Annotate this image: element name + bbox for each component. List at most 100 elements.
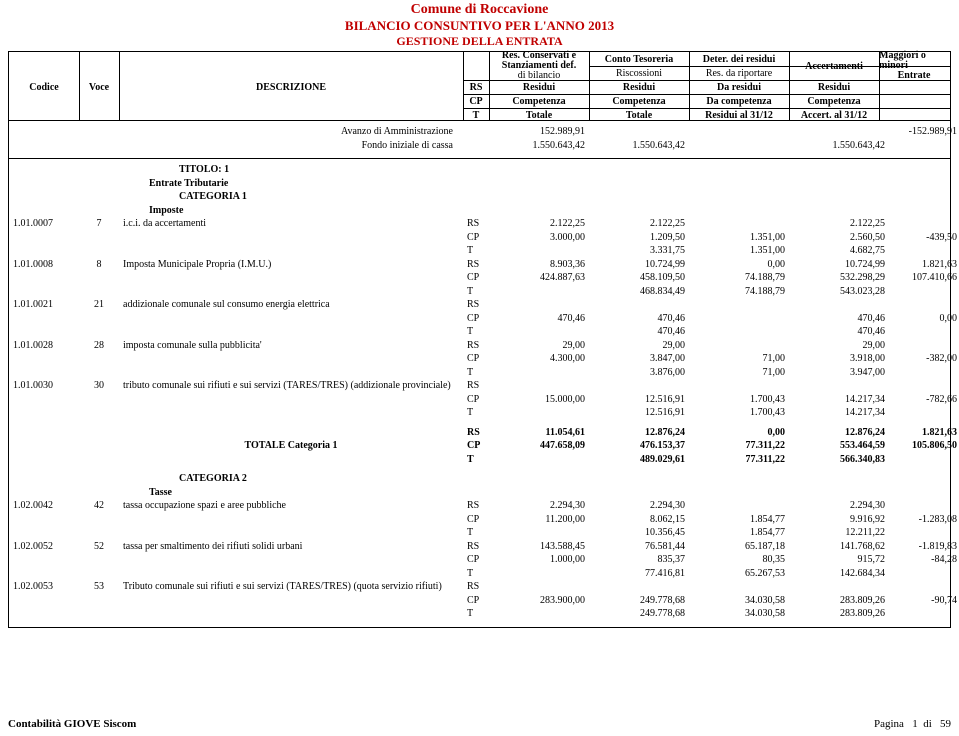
value-cell: 835,37 xyxy=(589,553,689,567)
value-cell xyxy=(589,379,689,393)
value-cell: 12.876,24 xyxy=(789,426,889,440)
value-cell xyxy=(489,285,589,299)
voce-cell xyxy=(79,244,119,258)
hdr-cp: CP xyxy=(463,94,489,108)
value-cell: 8.903,36 xyxy=(489,258,589,272)
value-cell: 1.000,00 xyxy=(489,553,589,567)
table-row: 1.01.003030tributo comunale sui rifiuti … xyxy=(9,379,950,393)
comune-title: Comune di Roccavione xyxy=(0,2,959,18)
value-cell xyxy=(889,366,959,380)
value-cell xyxy=(489,526,589,540)
value-cell xyxy=(889,499,959,513)
type-cell: RS xyxy=(463,540,489,554)
main-box: TITOLO: 1 Entrate Tributarie CATEGORIA 1… xyxy=(8,159,951,628)
table-row: CP283.900,00249.778,6834.030,58283.809,2… xyxy=(9,594,950,608)
page-footer: Contabilità GIOVE Siscom Pagina 1 di 59 xyxy=(8,718,951,730)
value-cell: 2.122,25 xyxy=(489,217,589,231)
value-cell xyxy=(789,580,889,594)
value-cell: 9.916,92 xyxy=(789,513,889,527)
desc-cell: imposta comunale sulla pubblicita' xyxy=(119,339,463,353)
value-cell: 1.351,00 xyxy=(689,244,789,258)
voce-cell: 52 xyxy=(79,540,119,554)
value-cell: 65.187,18 xyxy=(689,540,789,554)
hdr-res3112: Residui al 31/12 xyxy=(689,108,789,122)
value-cell xyxy=(889,325,959,339)
value-cell: -1.283,08 xyxy=(889,513,959,527)
entrate-trib: Entrate Tributarie xyxy=(119,177,463,191)
code-cell xyxy=(9,406,79,420)
avanzo-f3: 1.550.643,42 xyxy=(789,139,889,153)
footer-left: Contabilità GIOVE Siscom xyxy=(8,718,136,730)
value-cell xyxy=(689,580,789,594)
hdr-stanz: Res. Conservati e Stanziamenti def. di b… xyxy=(489,52,589,80)
voce-cell: 53 xyxy=(79,580,119,594)
value-cell: 468.834,49 xyxy=(589,285,689,299)
type-cell: RS xyxy=(463,499,489,513)
value-cell: 143.588,45 xyxy=(489,540,589,554)
value-cell: -782,66 xyxy=(889,393,959,407)
table-row: T77.416,8165.267,53142.684,34 xyxy=(9,567,950,581)
value-cell xyxy=(689,298,789,312)
value-cell xyxy=(489,366,589,380)
value-cell: -1.819,83 xyxy=(889,540,959,554)
value-cell xyxy=(489,406,589,420)
value-cell: -90,74 xyxy=(889,594,959,608)
total-row: TOTALE Categoria 1CP447.658,09476.153,37… xyxy=(9,439,950,453)
value-cell xyxy=(589,580,689,594)
value-cell: 553.464,59 xyxy=(789,439,889,453)
value-cell: 2.294,30 xyxy=(789,499,889,513)
hdr-maggiori1: Maggiori o minori xyxy=(879,51,949,71)
voce-cell xyxy=(79,567,119,581)
value-cell xyxy=(689,325,789,339)
desc-cell xyxy=(119,231,463,245)
hdr-comp1: Competenza xyxy=(489,94,589,108)
table-row: T468.834,4974.188,79543.023,28 xyxy=(9,285,950,299)
value-cell: 142.684,34 xyxy=(789,567,889,581)
table-row: T3.876,0071,003.947,00 xyxy=(9,366,950,380)
voce-cell: 42 xyxy=(79,499,119,513)
value-cell: 566.340,83 xyxy=(789,453,889,467)
value-cell: 11.054,61 xyxy=(489,426,589,440)
hdr-comp2: Competenza xyxy=(589,94,689,108)
desc-cell xyxy=(119,594,463,608)
desc-cell xyxy=(119,366,463,380)
value-cell xyxy=(789,379,889,393)
code-cell xyxy=(9,325,79,339)
avanzo-f2: 1.550.643,42 xyxy=(589,139,689,153)
voce-cell xyxy=(79,325,119,339)
value-cell xyxy=(889,607,959,621)
code-cell xyxy=(9,352,79,366)
value-cell xyxy=(689,339,789,353)
value-cell: 105.806,50 xyxy=(889,439,959,453)
hdr-tot2: Totale xyxy=(589,108,689,122)
code-cell: 1.01.0008 xyxy=(9,258,79,272)
value-cell xyxy=(889,526,959,540)
value-cell xyxy=(889,244,959,258)
value-cell xyxy=(689,312,789,326)
table-row: T12.516,911.700,4314.217,34 xyxy=(9,406,950,420)
desc-cell: Imposta Municipale Propria (I.M.U.) xyxy=(119,258,463,272)
table-row: CP1.000,00835,3780,35915,72-84,28 xyxy=(9,553,950,567)
value-cell xyxy=(589,298,689,312)
value-cell: 3.918,00 xyxy=(789,352,889,366)
desc-cell xyxy=(119,513,463,527)
type-cell: RS xyxy=(463,298,489,312)
footer-right: Pagina 1 di 59 xyxy=(874,718,951,730)
value-cell: 14.217,34 xyxy=(789,393,889,407)
cat2-label: CATEGORIA 2 xyxy=(119,472,463,486)
value-cell: 77.416,81 xyxy=(589,567,689,581)
avanzo-f1: 1.550.643,42 xyxy=(489,139,589,153)
value-cell: 34.030,58 xyxy=(689,594,789,608)
code-cell: 1.02.0042 xyxy=(9,499,79,513)
code-cell xyxy=(9,567,79,581)
type-cell: T xyxy=(463,285,489,299)
type-cell: CP xyxy=(463,271,489,285)
table-row: T249.778,6834.030,58283.809,26 xyxy=(9,607,950,621)
value-cell xyxy=(689,379,789,393)
table-row: T3.331,751.351,004.682,75 xyxy=(9,244,950,258)
desc-cell: tassa occupazione spazi e aree pubbliche xyxy=(119,499,463,513)
table-row: CP15.000,0012.516,911.700,4314.217,34-78… xyxy=(9,393,950,407)
value-cell: 76.581,44 xyxy=(589,540,689,554)
value-cell: 424.887,63 xyxy=(489,271,589,285)
hdr-risc: Riscossioni xyxy=(589,66,689,80)
